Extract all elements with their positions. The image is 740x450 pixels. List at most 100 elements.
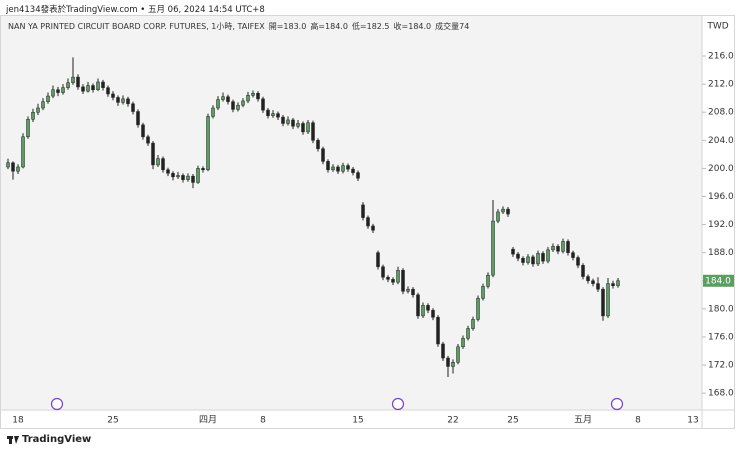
candle-body	[131, 103, 135, 112]
candle-body	[186, 175, 190, 180]
candle-body	[331, 166, 335, 171]
candle-body	[26, 118, 30, 138]
candle-body	[326, 161, 330, 171]
candle-body	[146, 136, 150, 144]
y-tick-label: 196.0	[708, 192, 734, 202]
footer: TradingView	[22, 434, 92, 445]
candle-body	[456, 346, 460, 363]
candle-body	[266, 109, 270, 116]
candle-body	[391, 279, 395, 283]
candle-body	[411, 288, 415, 296]
candle-body	[491, 220, 495, 276]
candle-body	[466, 328, 470, 339]
candle-body	[556, 246, 560, 252]
candle-body	[121, 98, 125, 103]
candle-body	[301, 123, 305, 133]
candle-body	[476, 298, 480, 320]
candle-body	[106, 87, 110, 95]
candle-body	[191, 175, 195, 183]
candle-body	[511, 248, 515, 255]
candle-body	[361, 204, 365, 218]
event-icons	[50, 397, 624, 411]
candle-body	[581, 265, 585, 277]
candle-body	[176, 175, 180, 178]
candle-body	[591, 280, 595, 284]
candle-body	[566, 241, 570, 253]
candle-body	[601, 288, 605, 317]
candle-body	[376, 252, 380, 267]
candle-body	[221, 96, 225, 100]
symbol-title: NAN YA PRINTED CIRCUIT BOARD CORP. FUTUR…	[8, 22, 265, 31]
ohlc-legend-item: 成交量74	[435, 22, 470, 31]
candle-body	[211, 107, 215, 117]
candle-body	[401, 269, 405, 292]
candle-body	[311, 122, 315, 141]
candle-body	[481, 286, 485, 299]
y-tick-label: 200.0	[708, 164, 734, 174]
candle-body	[111, 93, 115, 98]
candle-body	[371, 225, 375, 231]
candle-body	[11, 162, 15, 172]
candle-body	[256, 93, 260, 100]
candle-body	[76, 76, 80, 88]
candle-body	[551, 246, 555, 251]
candle-body	[96, 81, 100, 90]
x-tick-label: 8	[635, 416, 641, 426]
y-tick-label: 172.0	[708, 361, 734, 371]
candle-body	[136, 111, 140, 126]
event-icon[interactable]	[610, 397, 624, 411]
candle-body	[31, 111, 35, 120]
candle-body	[226, 96, 230, 102]
y-tick-label: 168.0	[708, 389, 734, 399]
candle-body	[91, 85, 95, 90]
candle-body	[446, 357, 450, 367]
candle-body	[251, 93, 255, 96]
candle-body	[471, 319, 475, 329]
candle-body	[296, 123, 300, 127]
last-price-marker	[703, 274, 734, 287]
candle-body	[396, 269, 400, 283]
candle-body	[571, 252, 575, 258]
candle-body	[611, 283, 615, 286]
candle-body	[416, 294, 420, 317]
event-icon[interactable]	[50, 397, 64, 411]
ohlc-legend-item: 高=184.0	[310, 22, 348, 31]
ohlc-legend-item: 低=182.5	[351, 22, 390, 31]
candles	[6, 57, 620, 377]
candle-body	[381, 266, 385, 278]
candle-body	[276, 113, 280, 118]
candle-body	[6, 162, 10, 168]
x-tick-label: 25	[107, 416, 118, 426]
candle-body	[461, 338, 465, 348]
candle-body	[526, 256, 530, 263]
candle-body	[441, 343, 445, 359]
candle-body	[206, 116, 210, 171]
currency: TWD	[706, 22, 728, 32]
event-icon[interactable]	[391, 397, 405, 411]
x-tick-label: 四月	[199, 415, 217, 426]
y-tick-label: 192.0	[708, 220, 734, 230]
candle-body	[261, 98, 265, 111]
candle-body	[126, 98, 130, 105]
y-tick-label: 188.0	[708, 248, 734, 258]
ohlc-legend-item: 開=183.0	[268, 22, 307, 31]
candle-body	[616, 280, 620, 286]
candle-body	[271, 113, 275, 116]
candle-body	[101, 81, 105, 88]
candle-body	[496, 211, 500, 222]
candle-body	[61, 87, 65, 93]
x-tick-label: 13	[687, 416, 698, 426]
candle-body	[181, 175, 185, 180]
candle-body	[336, 166, 340, 172]
candle-body	[521, 258, 525, 263]
last-price-label: 184.0	[705, 276, 731, 286]
candle-body	[321, 148, 325, 162]
candle-body	[46, 95, 50, 102]
y-tick-label: 216.0	[708, 52, 734, 62]
candle-body	[596, 283, 600, 290]
x-tick-label: 15	[352, 416, 363, 426]
candle-body	[16, 166, 20, 172]
candle-body	[306, 122, 310, 133]
candle-body	[21, 136, 25, 168]
